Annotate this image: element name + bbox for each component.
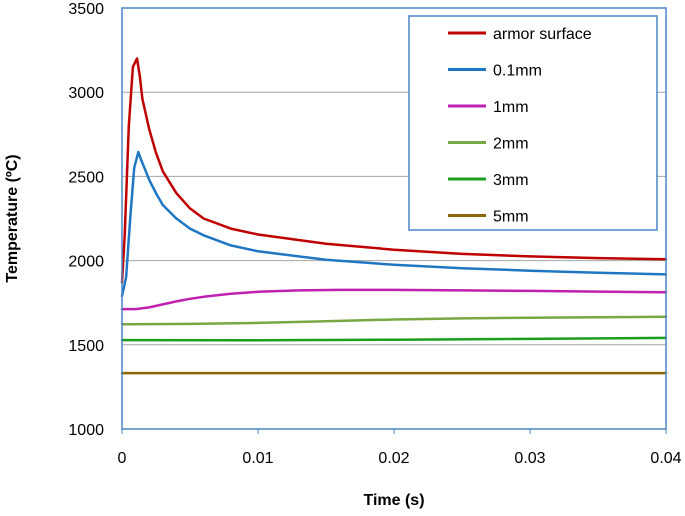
legend-label: armor surface [493, 26, 592, 43]
series-line [120, 150, 668, 298]
legend-box [408, 15, 658, 231]
x-tick-label: 0.01 [242, 450, 273, 467]
legend: armor surface 0.1mm 1mm 2mm 3mm 5mm [408, 15, 658, 231]
series-line [120, 336, 668, 342]
y-tick-label: 3500 [68, 1, 104, 18]
y-tick-label: 3000 [68, 85, 104, 102]
y-tick-label: 2000 [68, 254, 104, 271]
y-tick-label: 1500 [68, 338, 104, 355]
y-tick-label: 2500 [68, 169, 104, 186]
x-tick-labels: 0 0.01 0.02 0.03 0.04 [118, 429, 682, 467]
series-line [120, 57, 668, 284]
legend-label: 3mm [493, 172, 529, 189]
series-lines [120, 57, 668, 375]
x-axis-title: Time (s) [363, 492, 424, 509]
x-tick-label: 0.03 [514, 450, 545, 467]
series-line [120, 315, 668, 326]
legend-label: 1mm [493, 99, 529, 116]
legend-label: 2mm [493, 136, 529, 153]
series-line [120, 288, 668, 311]
y-axis-title: Temperature (ºC) [4, 154, 21, 282]
x-tick-label: 0.02 [378, 450, 409, 467]
y-tick-labels: 1000 1500 2000 2500 3000 3500 [68, 1, 104, 439]
legend-label: 5mm [493, 209, 529, 226]
x-tick-label: 0 [118, 450, 127, 467]
x-tick-label: 0.04 [650, 450, 681, 467]
y-tick-label: 1000 [68, 422, 104, 439]
legend-label: 0.1mm [493, 63, 542, 80]
